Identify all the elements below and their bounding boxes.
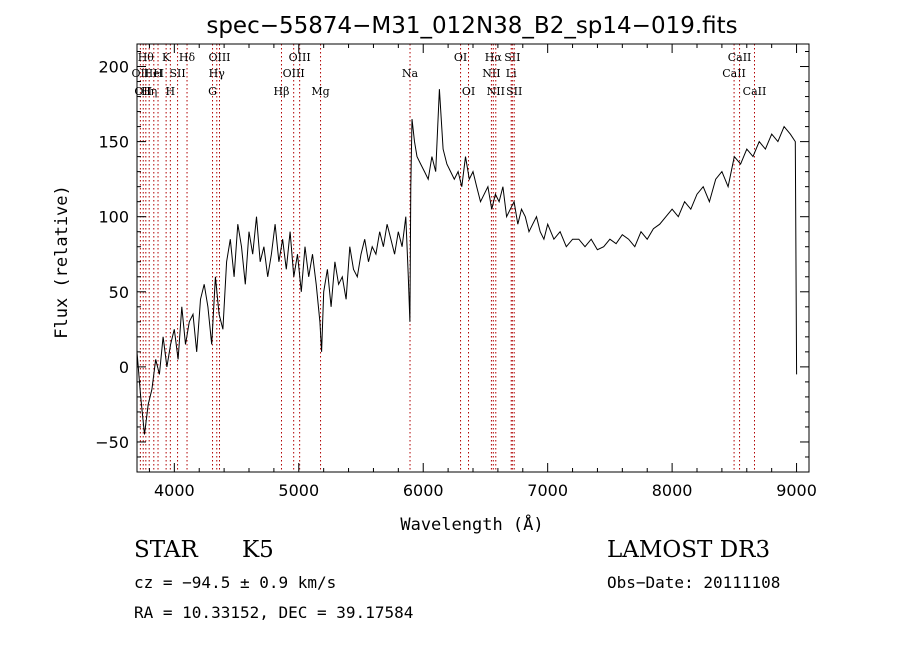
- x-tick-label-5: 9000: [776, 481, 817, 500]
- x-tick-label-0: 4000: [154, 481, 195, 500]
- observation-date: Obs−Date: 20111108: [607, 573, 781, 592]
- line-label-15: OIII: [289, 51, 311, 64]
- y-tick-label-1: 0: [119, 358, 129, 377]
- line-label-27: CaII: [728, 51, 752, 64]
- line-label-1: OII: [134, 85, 152, 98]
- line-label-12: OIII: [208, 51, 230, 64]
- line-label-17: Na: [402, 67, 419, 80]
- plot-frame: [136, 43, 810, 473]
- line-label-11: Hγ: [209, 67, 226, 80]
- sky-coordinates: RA = 10.33152, DEC = 39.17584: [134, 603, 414, 622]
- x-tick-label-4: 8000: [652, 481, 693, 500]
- line-label-0: OII: [132, 67, 150, 80]
- line-label-22: NII: [487, 85, 505, 98]
- line-label-7: H: [166, 85, 176, 98]
- survey-name: LAMOST DR3: [607, 537, 771, 563]
- line-label-9: Hδ: [179, 51, 196, 64]
- line-label-18: OI: [454, 51, 467, 64]
- y-axis-label: Flux (relative): [52, 185, 72, 339]
- line-label-19: OI: [462, 85, 475, 98]
- y-tick-label-3: 100: [98, 208, 129, 227]
- line-label-8: SII: [169, 67, 185, 80]
- x-tick-label-1: 5000: [278, 481, 319, 500]
- y-tick-label-2: 50: [109, 283, 129, 302]
- line-label-4: HeI: [144, 67, 164, 80]
- line-label-14: OIII: [283, 67, 305, 80]
- y-tick-label-5: 200: [98, 58, 129, 77]
- axis-ticks: 4000 5000 6000 7000 8000 9000 −50 0 50 100 150 200: [95, 44, 817, 500]
- line-label-23: Li: [506, 67, 517, 80]
- spectrum-line: [136, 89, 798, 435]
- x-tick-label-2: 6000: [403, 481, 444, 500]
- y-tick-label-4: 150: [98, 133, 129, 152]
- line-label-28: CaII: [743, 85, 767, 98]
- redshift-value: cz = −94.5 ± 0.9 km/s: [134, 573, 337, 592]
- line-label-3: Hη: [141, 85, 157, 98]
- line-label-26: CaII: [722, 67, 746, 80]
- line-label-21: Hα: [485, 51, 503, 64]
- chart-title: spec−55874−M31_012N38_B2_sp14−019.fits: [206, 13, 737, 39]
- line-label-10: G: [208, 85, 217, 98]
- line-label-6: K: [162, 51, 171, 64]
- y-tick-label-0: −50: [95, 433, 129, 452]
- line-label-20: NII: [482, 67, 500, 80]
- line-label-25: SII: [506, 85, 522, 98]
- object-subclass: K5: [242, 537, 274, 563]
- line-label-5: H: [153, 67, 163, 80]
- x-tick-label-3: 7000: [527, 481, 568, 500]
- object-class: STAR: [134, 537, 198, 563]
- line-label-2: Hθ: [138, 51, 155, 64]
- line-label-16: Mg: [311, 85, 329, 98]
- x-axis-label: Wavelength (Å): [400, 513, 543, 535]
- line-label-24: SII: [504, 51, 520, 64]
- line-label-13: Hβ: [274, 85, 290, 98]
- spectral-line-markers: OIIOIIHθHηHeIHKHSIIHδGHγOIIIHβOIIIOIIIMg…: [132, 44, 767, 472]
